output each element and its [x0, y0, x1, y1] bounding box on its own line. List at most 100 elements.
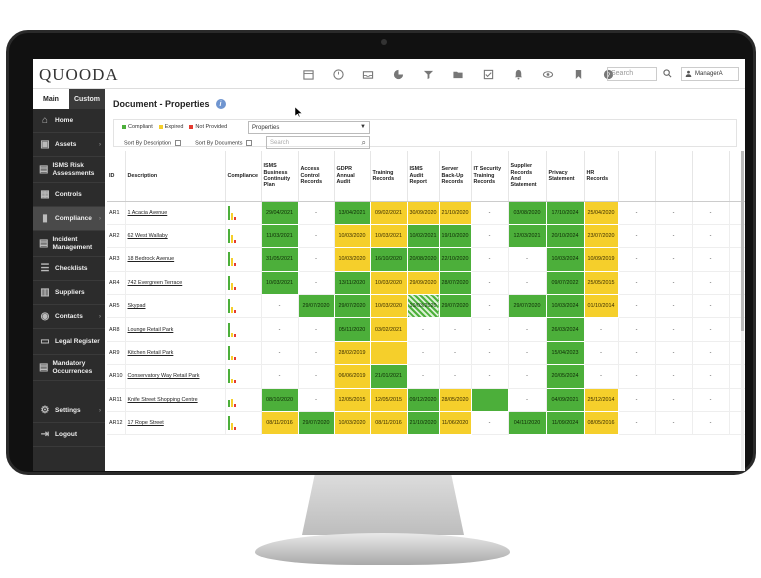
document-cell[interactable]: 08/11/2016: [370, 411, 408, 436]
pie-chart-icon[interactable]: [383, 66, 413, 82]
document-cell[interactable]: 06/06/2019: [334, 364, 371, 389]
property-link[interactable]: 742 Evergreen Terrace: [125, 271, 226, 296]
calendar-icon[interactable]: [293, 66, 323, 82]
document-cell[interactable]: -: [261, 341, 299, 366]
document-cell[interactable]: -: [261, 364, 299, 389]
table-search-input[interactable]: Search ⌕: [266, 136, 370, 149]
column-header[interactable]: ISMS Audit Report: [407, 151, 440, 202]
document-cell[interactable]: [471, 388, 509, 413]
column-header[interactable]: Description: [125, 151, 226, 202]
document-cell[interactable]: -: [439, 341, 472, 366]
table-row[interactable]: AR2 62 West Wallaby 11/03/2021-10/03/2020 1…: [107, 224, 745, 249]
document-cell[interactable]: 29/07/2020: [439, 294, 472, 319]
document-cell[interactable]: -: [508, 317, 547, 342]
sidebar-item-isms-risk-assessments[interactable]: ▤ ISMS Risk Assessments: [33, 157, 105, 183]
global-search-input[interactable]: Search: [607, 67, 657, 81]
document-cell[interactable]: -: [471, 364, 509, 389]
info-icon[interactable]: i: [215, 99, 226, 109]
document-cell[interactable]: -: [692, 411, 730, 436]
column-header[interactable]: Training Records: [370, 151, 408, 202]
column-header[interactable]: IT Security Training Records: [471, 151, 509, 202]
property-link[interactable]: Kitchen Retail Park: [125, 341, 226, 366]
table-row[interactable]: AR3 18 Bedrock Avenue 31/05/2021-10/03/202…: [107, 247, 745, 272]
document-cell[interactable]: -: [655, 247, 693, 272]
sidebar-item-checklists[interactable]: ☰ Checklists: [33, 257, 105, 281]
table-row[interactable]: AR12 17 Rope Street 08/11/2016 29/07/2020 10…: [107, 411, 745, 436]
vertical-scrollbar[interactable]: [741, 151, 744, 471]
document-cell[interactable]: -: [508, 247, 547, 272]
document-cell[interactable]: -: [692, 364, 730, 389]
document-cell[interactable]: -: [692, 201, 730, 225]
property-link[interactable]: Conservatory Way Retail Park: [125, 364, 226, 389]
table-row[interactable]: AR5 Skypad -29/07/2020 29/07/2020 10/03/2020…: [107, 294, 745, 319]
column-header[interactable]: ISMS Business Continuity Plan: [261, 151, 299, 202]
document-cell[interactable]: -: [584, 364, 619, 389]
document-cell[interactable]: -: [261, 294, 299, 319]
document-cell[interactable]: -: [692, 271, 730, 296]
document-cell[interactable]: -: [655, 294, 693, 319]
sidebar-item-contacts[interactable]: ◉ Contacts ›: [33, 305, 105, 329]
document-cell[interactable]: 31/05/2021: [261, 247, 299, 272]
document-cell[interactable]: -: [471, 341, 509, 366]
document-cell[interactable]: -: [471, 317, 509, 342]
document-cell[interactable]: 29/07/2020: [298, 294, 335, 319]
table-row[interactable]: AR9 Kitchen Retail Park - -28/02/2019- - - -15…: [107, 341, 745, 366]
document-cell[interactable]: 20/08/2020: [407, 247, 440, 272]
tab-custom[interactable]: Custom: [69, 89, 105, 109]
column-header[interactable]: Server Back-Up Records: [439, 151, 472, 202]
document-cell[interactable]: -: [471, 247, 509, 272]
document-cell[interactable]: 10/03/2020: [334, 411, 371, 436]
user-menu[interactable]: ManagerA: [681, 67, 739, 81]
document-cell[interactable]: -: [655, 364, 693, 389]
document-cell[interactable]: -: [692, 247, 730, 272]
document-cell[interactable]: -: [618, 364, 656, 389]
document-cell[interactable]: -: [298, 271, 335, 296]
document-cell[interactable]: 25/05/2015: [584, 271, 619, 296]
document-cell[interactable]: -: [508, 341, 547, 366]
document-cell[interactable]: 15/04/2023: [546, 341, 585, 366]
document-cell[interactable]: 28/07/2020: [439, 271, 472, 296]
document-cell[interactable]: -: [584, 317, 619, 342]
sidebar-item-mandatory-occurrences[interactable]: ▤ Mandatory Occurrences: [33, 355, 105, 381]
document-cell[interactable]: 10/03/2020: [407, 294, 440, 319]
app-logo[interactable]: QUOODA: [39, 65, 119, 84]
document-cell[interactable]: 04/09/2021: [546, 388, 585, 413]
sidebar-item-assets[interactable]: ▣ Assets ›: [33, 133, 105, 157]
document-cell[interactable]: 10/09/2019: [584, 247, 619, 272]
help-icon[interactable]: ?: [593, 66, 623, 82]
document-cell[interactable]: -: [439, 317, 472, 342]
document-cell[interactable]: 29/09/2020: [407, 271, 440, 296]
column-header[interactable]: GDPR Annual Audit: [334, 151, 371, 202]
column-header[interactable]: [618, 151, 656, 202]
document-cell[interactable]: -: [692, 341, 730, 366]
document-cell[interactable]: -: [298, 388, 335, 413]
document-cell[interactable]: 25/04/2020: [584, 201, 619, 225]
document-cell[interactable]: 12/03/2021: [508, 224, 547, 249]
inbox-icon[interactable]: [353, 66, 383, 82]
table-row[interactable]: AR10 Conservatory Way Retail Park - -06/06/…: [107, 364, 745, 389]
document-cell[interactable]: -: [618, 388, 656, 413]
document-cell[interactable]: 10/03/2020: [334, 224, 371, 249]
document-cell[interactable]: 20/05/2024: [546, 364, 585, 389]
document-cell[interactable]: 16/10/2020: [370, 247, 408, 272]
sidebar-item-incident-management[interactable]: ▤ Incident Management: [33, 231, 105, 257]
document-type-select[interactable]: Properties ▼: [248, 121, 370, 134]
sidebar-item-legal-register[interactable]: ▭ Legal Register: [33, 329, 105, 355]
sidebar-item-home[interactable]: ⌂ Home: [33, 109, 105, 133]
property-link[interactable]: 62 West Wallaby: [125, 224, 226, 249]
document-cell[interactable]: 13/04/2021: [334, 201, 371, 225]
document-cell[interactable]: -: [407, 341, 440, 366]
column-header[interactable]: Access Control Records: [298, 151, 335, 202]
document-cell[interactable]: 29/04/2021: [261, 201, 299, 225]
document-cell[interactable]: 10/03/2024: [546, 247, 585, 272]
document-cell[interactable]: [370, 341, 408, 366]
document-cell[interactable]: -: [298, 364, 335, 389]
document-cell[interactable]: 10/03/2020: [334, 247, 371, 272]
sort-by-documents-checkbox[interactable]: [246, 140, 253, 146]
document-cell[interactable]: -: [471, 294, 509, 319]
document-cell[interactable]: -: [618, 411, 656, 436]
document-cell[interactable]: 04/11/2020: [508, 411, 547, 436]
document-cell[interactable]: -: [407, 317, 440, 342]
document-cell[interactable]: 08/11/2016: [261, 411, 299, 436]
document-cell[interactable]: -: [655, 224, 693, 249]
